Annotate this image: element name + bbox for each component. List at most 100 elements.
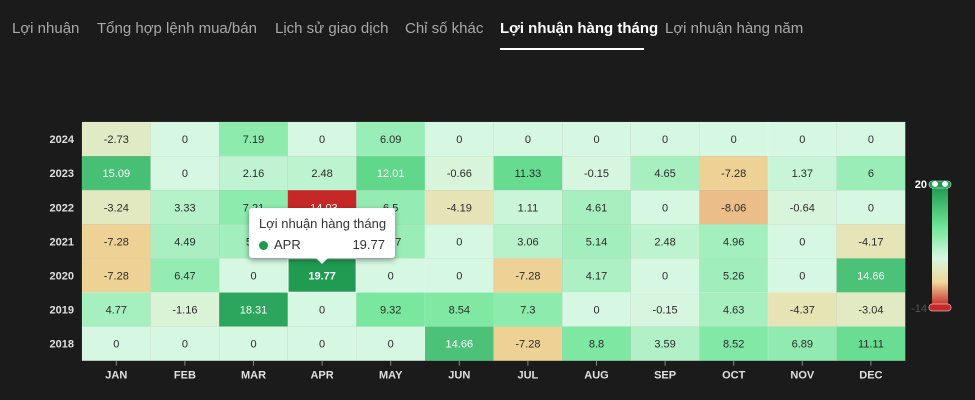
heatmap-cell[interactable]	[493, 258, 563, 293]
heatmap-cell[interactable]	[287, 326, 357, 361]
heatmap-cell[interactable]	[150, 189, 220, 225]
tab-profit[interactable]: Lợi nhuận	[12, 20, 80, 37]
cell-value-label: 3.33	[174, 202, 195, 214]
heatmap-cell[interactable]	[630, 326, 700, 361]
heatmap-cell[interactable]	[561, 224, 632, 259]
x-tick-label: DEC	[859, 370, 882, 382]
heatmap-cell[interactable]	[424, 224, 494, 259]
heatmap-cell[interactable]	[630, 224, 700, 259]
cell-value-label: 0	[388, 270, 394, 282]
x-tick-label: SEP	[654, 370, 676, 382]
cell-value-label: 0	[250, 339, 256, 351]
x-tick-label: JUL	[518, 370, 539, 382]
cell-value-label: 4.65	[654, 168, 675, 180]
cell-value-label: -8.06	[721, 202, 746, 214]
heatmap-cell[interactable]	[356, 292, 426, 327]
heatmap-cell[interactable]	[699, 258, 769, 293]
tab-other-indicators[interactable]: Chỉ số khác	[405, 20, 484, 37]
heatmap-cell[interactable]	[699, 155, 769, 191]
heatmap-cell[interactable]	[81, 292, 151, 327]
cell-value-label: 18.31	[240, 305, 268, 317]
heatmap-cell[interactable]	[836, 326, 906, 361]
cell-value-label: 4.63	[723, 305, 744, 317]
heatmap-cell[interactable]	[81, 326, 151, 361]
tooltip-title: Lợi nhuận hàng tháng	[259, 216, 387, 231]
heatmap-cell[interactable]	[699, 189, 769, 225]
x-tick-label: APR	[310, 370, 333, 382]
x-tick-label: MAY	[379, 370, 403, 382]
heatmap-cell[interactable]	[424, 258, 494, 293]
heatmap-cell[interactable]	[493, 121, 563, 157]
tab-trade-history[interactable]: Lịch sử giao dịch	[275, 20, 389, 37]
heatmap-cell[interactable]	[287, 292, 357, 327]
heatmap-cell[interactable]	[767, 121, 837, 157]
heatmap-cell[interactable]	[630, 121, 700, 157]
heatmap-cell[interactable]	[699, 121, 769, 157]
tab-monthly-profit[interactable]: Lợi nhuận hàng tháng	[500, 20, 659, 37]
heatmap-cell[interactable]	[630, 155, 700, 191]
cell-value-label: 5.26	[723, 270, 744, 282]
heatmap-cell[interactable]	[767, 224, 837, 259]
tab-yearly-profit[interactable]: Lợi nhuận hàng năm	[665, 20, 804, 37]
heatmap-cell[interactable]	[218, 326, 289, 361]
cell-value-label: 11.11	[858, 339, 884, 351]
heatmap-cell[interactable]	[561, 292, 632, 327]
heatmap-cell[interactable]	[699, 326, 769, 361]
heatmap-cell[interactable]	[836, 292, 906, 327]
heatmap-cell[interactable]	[767, 292, 837, 327]
y-tick-label: 2021	[50, 236, 74, 248]
cell-value-label: 0	[868, 202, 874, 214]
cell-value-label: 4.49	[174, 236, 195, 248]
heatmap-cell[interactable]	[699, 292, 769, 327]
heatmap-cell[interactable]	[287, 257, 358, 294]
cell-value-label: 6	[868, 168, 874, 180]
cell-value-label: 0	[456, 134, 462, 146]
heatmap-cell[interactable]	[561, 258, 632, 293]
heatmap-cell[interactable]	[767, 258, 837, 293]
cell-value-label: -0.15	[584, 168, 609, 180]
heatmap-cell[interactable]	[699, 224, 769, 259]
heatmap-cell[interactable]	[150, 224, 220, 259]
heatmap-cell[interactable]	[287, 121, 357, 157]
heatmap-cell[interactable]	[150, 258, 220, 293]
heatmap-cell[interactable]	[356, 121, 426, 157]
heatmap-cell[interactable]	[218, 258, 289, 293]
heatmap-cell[interactable]	[561, 189, 632, 225]
heatmap-cell[interactable]	[424, 292, 494, 327]
heatmap-cell[interactable]	[561, 155, 632, 191]
heatmap-cell[interactable]	[630, 292, 700, 327]
heatmap-cell[interactable]	[424, 326, 494, 361]
y-tick-label: 2019	[50, 305, 74, 317]
heatmap-cell[interactable]	[356, 326, 426, 361]
cell-value-label: -1.16	[172, 305, 197, 317]
heatmap-cell[interactable]	[150, 326, 220, 361]
tooltip: Lợi nhuận hàng tháng APR 19.77	[249, 208, 395, 264]
heatmap-cell[interactable]	[767, 326, 837, 361]
cell-value-label: 0	[799, 270, 805, 282]
heatmap-cell[interactable]	[836, 224, 906, 259]
heatmap-cell[interactable]	[767, 155, 837, 191]
heatmap-cell[interactable]	[493, 189, 563, 225]
cell-value-label: -7.28	[104, 236, 129, 248]
cell-value-label: 0	[182, 168, 188, 180]
heatmap-cell[interactable]	[836, 258, 906, 293]
heatmap-cell[interactable]	[424, 121, 494, 157]
cell-value-label: -0.15	[653, 305, 678, 317]
heatmap-cell[interactable]	[836, 155, 906, 191]
heatmap-cell[interactable]	[493, 224, 563, 259]
tab-buy-sell-summary[interactable]: Tổng hợp lệnh mua/bán	[97, 20, 257, 37]
cell-value-label: -7.28	[104, 270, 129, 282]
heatmap-cell[interactable]	[424, 189, 494, 225]
heatmap-cell[interactable]	[81, 189, 151, 225]
heatmap-cell[interactable]	[81, 155, 151, 191]
heatmap-cell[interactable]	[218, 292, 289, 327]
heatmap-cell[interactable]	[630, 189, 700, 225]
heatmap-cell[interactable]	[356, 155, 426, 191]
heatmap-cell[interactable]	[287, 155, 357, 191]
heatmap-cell[interactable]	[767, 189, 837, 225]
y-tick-label: 2020	[50, 270, 74, 282]
heatmap-cell[interactable]	[218, 121, 289, 157]
x-tick-label: JUN	[448, 370, 470, 382]
heatmap-cell[interactable]	[836, 121, 906, 157]
heatmap-cell[interactable]	[836, 189, 906, 225]
